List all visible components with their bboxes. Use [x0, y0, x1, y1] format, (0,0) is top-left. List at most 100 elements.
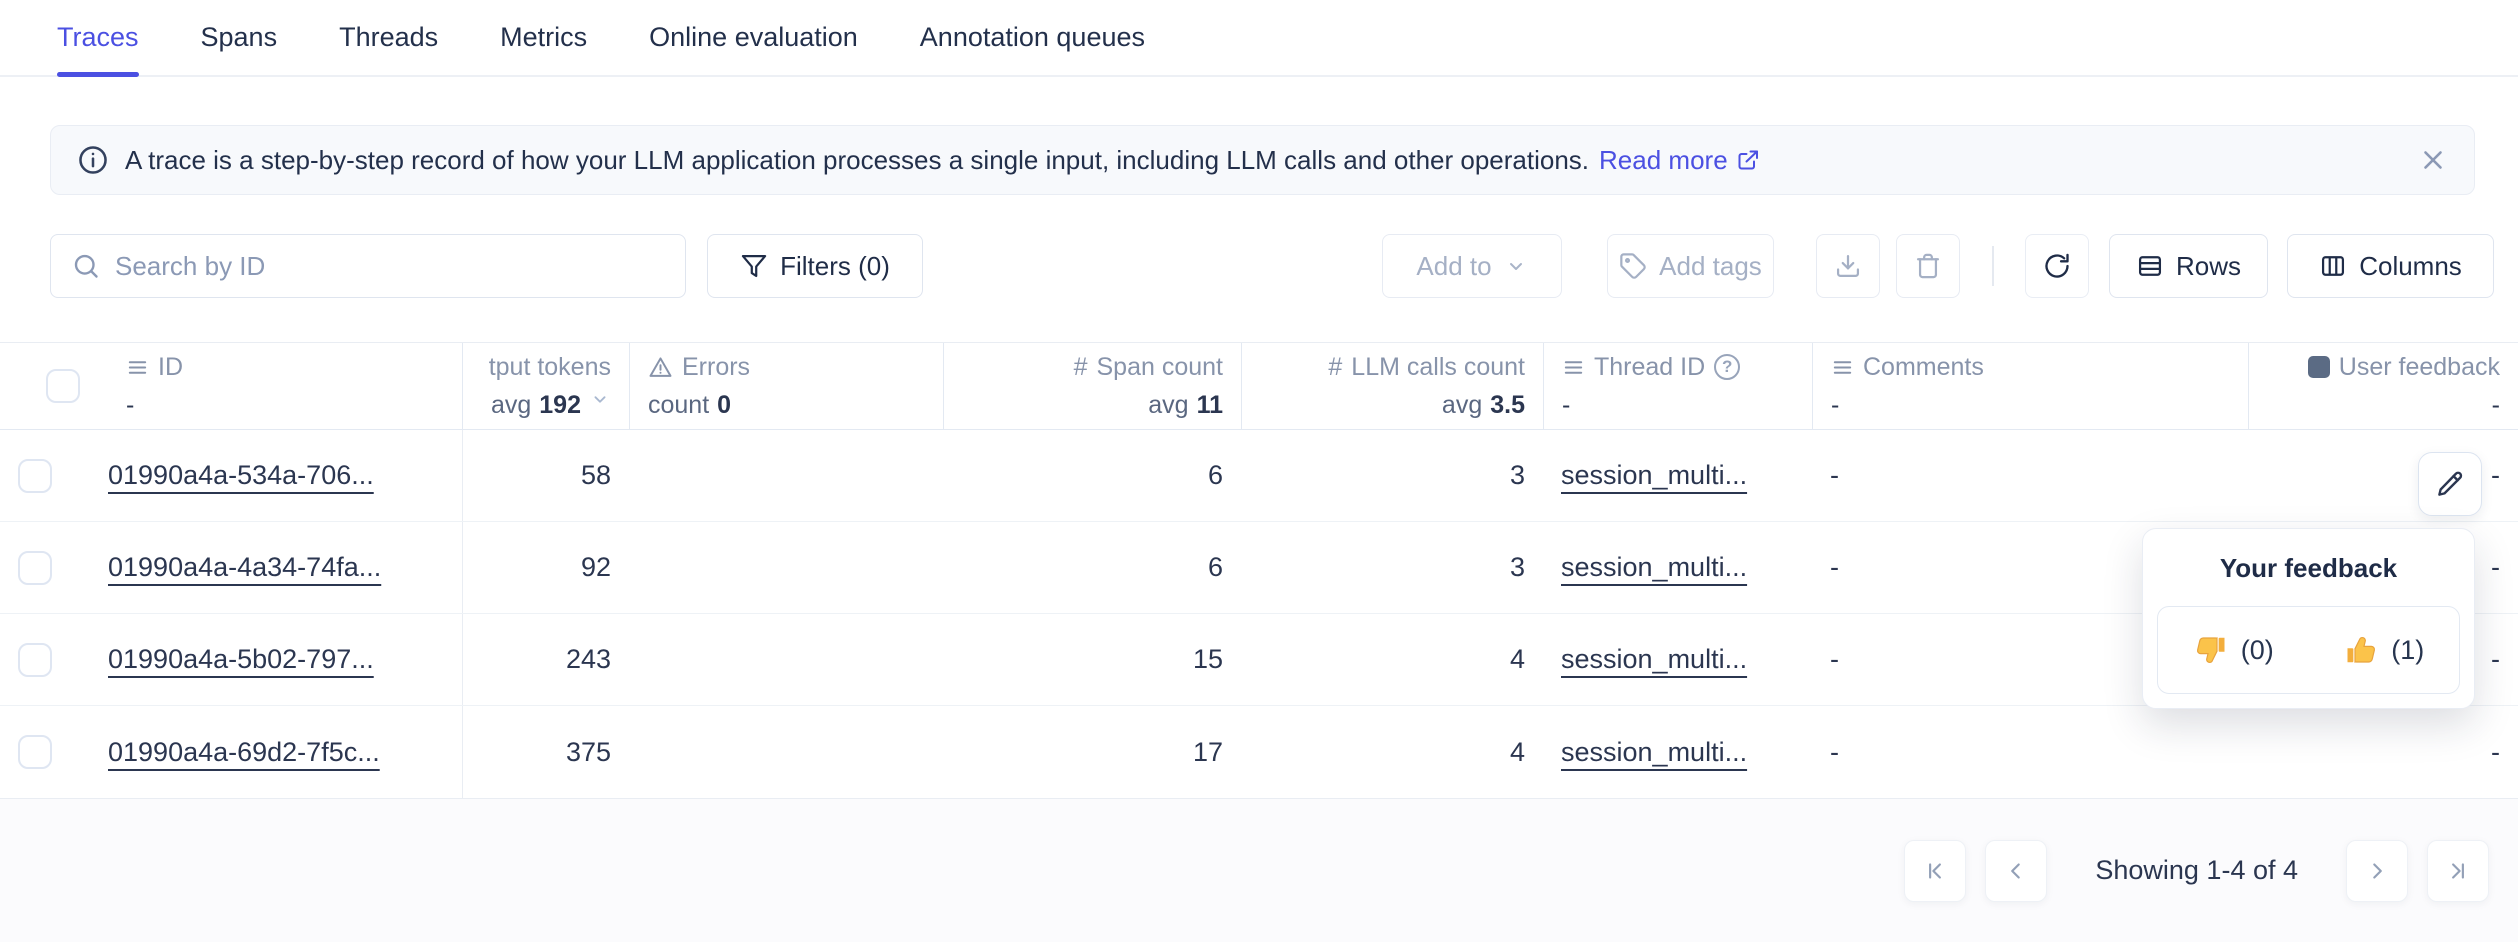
thread-id-link[interactable]: session_multi...	[1561, 644, 1748, 674]
llm-calls-cell: 4	[1509, 644, 1525, 674]
row-checkbox[interactable]	[18, 735, 52, 769]
column-header-id[interactable]: ID -	[126, 352, 183, 419]
feedback-options: (0) (1)	[2157, 606, 2460, 694]
thread-id-link[interactable]: session_multi...	[1561, 460, 1748, 490]
thumbs-down-button[interactable]: (0)	[2158, 632, 2309, 668]
sort-chevron-icon[interactable]	[589, 388, 611, 410]
comments-cell: -	[1830, 644, 1839, 674]
search-icon	[74, 254, 98, 278]
previous-page-button[interactable]	[1985, 839, 2048, 902]
read-more-link[interactable]: Read more	[1599, 145, 1760, 176]
column-header-output-tokens[interactable]: tput tokens avg 192	[462, 343, 629, 429]
tag-icon	[1620, 253, 1646, 279]
table-row: 01990a4a-534a-706... 58 6 3 session_mult…	[0, 430, 2518, 522]
column-header-user-feedback[interactable]: User feedback -	[2248, 343, 2518, 429]
select-all-checkbox[interactable]	[46, 369, 80, 403]
column-header-span-count[interactable]: # Span count avg 11	[943, 343, 1241, 429]
llm-calls-cell: 3	[1509, 552, 1525, 582]
span-count-cell: 17	[1192, 736, 1223, 767]
add-tags-button[interactable]: Add tags	[1607, 234, 1774, 298]
user-feedback-cell: -	[2491, 736, 2500, 767]
trace-id-link[interactable]: 01990a4a-69d2-7f5c...	[108, 736, 380, 767]
search-box	[50, 234, 686, 298]
trace-id-link[interactable]: 01990a4a-534a-706...	[108, 460, 374, 490]
column-header-thread-id[interactable]: Thread ID ? -	[1543, 343, 1812, 429]
output-tokens-cell: 243	[462, 614, 629, 705]
chevron-last-icon	[2452, 862, 2464, 879]
column-header-comments[interactable]: Comments -	[1812, 343, 2248, 429]
thread-id-link[interactable]: session_multi...	[1561, 736, 1748, 767]
tab-traces[interactable]: Traces	[57, 0, 139, 77]
span-count-cell: 15	[1192, 644, 1223, 674]
toolbar: Filters (0) Add to Add tags	[50, 234, 2494, 298]
export-button[interactable]	[1816, 234, 1880, 298]
span-count-cell: 6	[1207, 552, 1223, 582]
banner-text: A trace is a step-by-step record of how …	[125, 144, 1590, 175]
trace-info-banner: A trace is a step-by-step record of how …	[50, 125, 2475, 195]
last-page-button[interactable]	[2427, 839, 2489, 902]
search-input[interactable]	[115, 250, 665, 282]
feedback-square-icon	[2307, 356, 2330, 378]
traces-table: ID - tput tokens avg 192 Errors	[0, 342, 2518, 798]
menu-lines-icon	[128, 360, 147, 374]
add-to-button[interactable]: Add to	[1382, 234, 1562, 298]
user-feedback-cell: -	[2491, 552, 2500, 582]
feedback-popup: Your feedback (0) (1)	[2142, 528, 2475, 709]
edit-feedback-button[interactable]	[2418, 452, 2482, 516]
trace-id-link[interactable]: 01990a4a-4a34-74fa...	[108, 552, 382, 582]
columns-icon	[2322, 256, 2345, 276]
feedback-popup-title: Your feedback	[2219, 553, 2398, 583]
menu-lines-icon	[1833, 360, 1852, 374]
next-page-button[interactable]	[2346, 839, 2408, 902]
toolbar-divider	[1992, 246, 1994, 286]
menu-lines-icon	[1564, 360, 1583, 374]
column-header-errors[interactable]: Errors count 0	[629, 343, 943, 429]
output-tokens-cell: 58	[462, 430, 629, 521]
rows-button[interactable]: Rows	[2109, 234, 2268, 298]
errors-cell	[629, 614, 943, 705]
errors-cell	[629, 522, 943, 613]
trash-icon	[1916, 253, 1940, 279]
first-page-button[interactable]	[1904, 839, 1967, 902]
pencil-icon	[2438, 471, 2463, 496]
tab-metrics[interactable]: Metrics	[500, 22, 588, 52]
pagination-status: Showing 1-4 of 4	[2095, 855, 2298, 885]
table-row: 01990a4a-69d2-7f5c... 375 17 4 session_m…	[0, 706, 2518, 798]
info-icon	[77, 144, 109, 176]
comments-cell: -	[1830, 460, 1839, 490]
llm-calls-cell: 3	[1509, 460, 1525, 490]
output-tokens-cell: 375	[462, 706, 629, 798]
refresh-button[interactable]	[2025, 234, 2089, 298]
tab-threads[interactable]: Threads	[339, 22, 439, 52]
columns-button[interactable]: Columns	[2287, 234, 2494, 298]
column-header-llm-calls-count[interactable]: # LLM calls count avg 3.5	[1241, 343, 1543, 429]
chevron-left-icon	[2011, 862, 2021, 879]
thumbs-up-icon	[2347, 636, 2376, 663]
row-checkbox[interactable]	[18, 458, 52, 493]
hash-icon: #	[1328, 352, 1343, 381]
span-count-cell: 6	[1207, 460, 1223, 490]
tab-annotation-queues[interactable]: Annotation queues	[919, 22, 1145, 52]
trace-id-link[interactable]: 01990a4a-5b02-797...	[108, 644, 374, 674]
external-link-icon	[1738, 150, 1758, 170]
thumbs-down-icon	[2196, 637, 2225, 664]
tab-online-evaluation[interactable]: Online evaluation	[649, 22, 858, 52]
tab-spans[interactable]: Spans	[200, 22, 278, 52]
rows-icon	[2138, 256, 2162, 276]
chevron-down-icon	[1504, 254, 1528, 278]
table-row: 01990a4a-4a34-74fa... 92 6 3 session_mul…	[0, 522, 2518, 614]
errors-cell	[629, 430, 943, 521]
banner-close-icon[interactable]	[2418, 145, 2448, 175]
thumbs-up-button[interactable]: (1)	[2309, 632, 2460, 668]
row-checkbox[interactable]	[18, 642, 52, 677]
delete-button[interactable]	[1896, 234, 1960, 298]
thread-id-link[interactable]: session_multi...	[1561, 552, 1748, 582]
comments-cell: -	[1830, 736, 1839, 767]
comments-cell: -	[1830, 552, 1839, 582]
row-checkbox[interactable]	[18, 550, 52, 585]
tab-bar: Traces Spans Threads Metrics Online eval…	[0, 0, 2518, 77]
errors-cell	[629, 706, 943, 798]
filters-button[interactable]: Filters (0)	[707, 234, 923, 298]
help-icon[interactable]: ?	[1714, 354, 1741, 380]
